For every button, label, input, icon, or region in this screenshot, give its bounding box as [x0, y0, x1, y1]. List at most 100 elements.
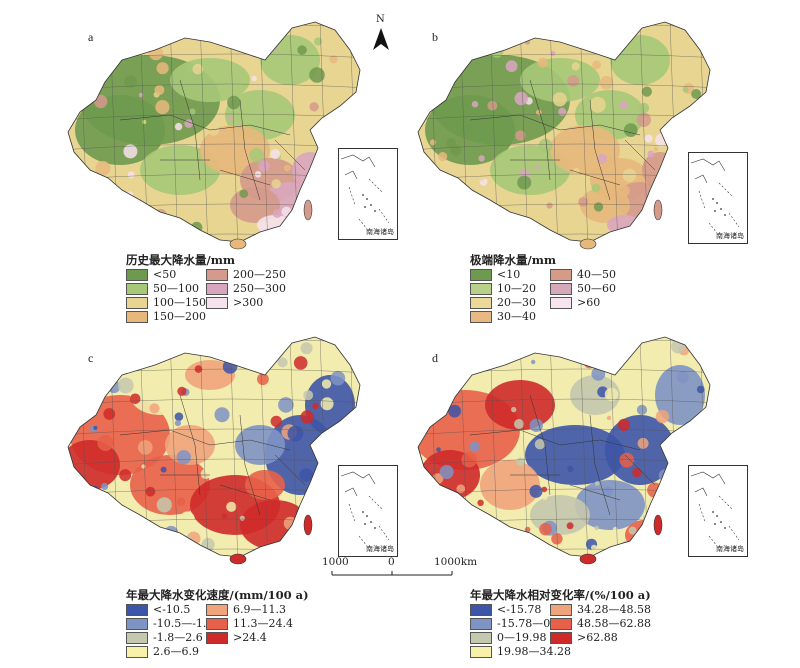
value-spot — [85, 49, 95, 59]
value-spot — [138, 440, 153, 455]
value-spot — [176, 497, 186, 507]
value-region — [235, 425, 285, 465]
inset-island — [720, 208, 722, 210]
legend-label: 0—19.98 — [497, 631, 547, 644]
value-spot — [311, 169, 316, 174]
value-spot — [447, 530, 462, 546]
value-spot — [439, 465, 454, 479]
value-spot — [591, 544, 597, 551]
value-spot — [154, 208, 167, 221]
map-panel-a: a — [60, 20, 400, 250]
value-spot — [123, 144, 138, 159]
value-region — [257, 215, 293, 235]
inset-coastline — [690, 471, 726, 497]
value-spot — [237, 355, 244, 362]
inset-island — [716, 202, 718, 204]
value-region — [292, 152, 328, 188]
legend-label: 2.6—6.9 — [153, 645, 199, 658]
value-spot — [566, 522, 574, 530]
legend-label: <-15.78 — [497, 603, 542, 616]
value-spot — [315, 157, 325, 167]
value-spot — [480, 346, 491, 357]
value-spot — [636, 112, 651, 128]
value-spot — [469, 441, 480, 452]
legend-label: 50—60 — [577, 282, 616, 295]
value-spot — [256, 548, 266, 557]
value-spot — [124, 75, 137, 89]
value-spot — [257, 373, 269, 386]
value-spot — [138, 353, 147, 361]
hainan-island — [229, 238, 247, 250]
legend-swatch — [126, 310, 148, 323]
value-spot — [448, 404, 461, 418]
value-spot — [586, 35, 602, 51]
value-spot — [303, 390, 314, 401]
value-spot — [474, 523, 479, 528]
value-spot — [516, 457, 525, 467]
value-spot — [353, 98, 359, 104]
value-spot — [546, 202, 553, 209]
value-spot — [231, 355, 239, 363]
value-spot — [300, 410, 314, 424]
value-spot — [277, 357, 288, 368]
value-spot — [97, 435, 114, 451]
inset-island — [724, 527, 726, 529]
legend-swatch — [206, 631, 228, 644]
value-spot — [127, 171, 135, 179]
value-spot — [164, 541, 174, 550]
value-spot — [473, 52, 479, 59]
value-spot — [515, 130, 526, 141]
inset-south-china-sea-b: 南海诸岛 — [688, 152, 748, 244]
value-spot — [251, 75, 257, 82]
taiwan-island — [653, 199, 663, 221]
legend-item: 20—30 — [470, 296, 536, 309]
legend-swatch — [206, 296, 228, 309]
inset-label-a: 南海诸岛 — [366, 228, 394, 236]
value-spot — [487, 100, 498, 111]
scale-bar: 1000 0 1000km — [322, 554, 477, 582]
value-spot — [212, 204, 223, 215]
value-spot — [594, 481, 600, 486]
legend-label: <10 — [497, 268, 521, 281]
value-region — [655, 365, 705, 425]
value-spot — [666, 168, 680, 182]
value-spot — [538, 138, 553, 153]
legend-swatch — [550, 617, 572, 630]
legend-label: -15.78—0 — [497, 617, 551, 630]
scale-label-right: 1000km — [434, 556, 478, 568]
value-spot — [593, 202, 604, 212]
legend-label: 250—300 — [233, 282, 286, 295]
value-spot — [450, 144, 462, 156]
value-spot — [567, 465, 574, 472]
value-spot — [681, 439, 692, 450]
value-spot — [514, 419, 524, 429]
value-spot — [95, 160, 111, 176]
value-spot — [309, 102, 319, 112]
legend-item: <10 — [470, 268, 520, 281]
value-spot — [653, 147, 659, 152]
value-spot — [214, 407, 230, 423]
inset-label-d: 南海诸岛 — [716, 545, 744, 553]
legend-item: 50—60 — [550, 282, 616, 295]
value-spot — [551, 533, 563, 545]
value-spot — [591, 183, 601, 193]
value-spot — [655, 409, 670, 424]
value-spot — [669, 454, 685, 469]
inset-boundary — [698, 182, 740, 234]
legend-swatch — [126, 282, 148, 295]
value-spot — [182, 30, 197, 45]
value-spot — [200, 468, 211, 479]
value-spot — [101, 482, 109, 491]
legend-swatch — [126, 631, 148, 644]
value-spot — [437, 223, 450, 235]
province-borders — [119, 79, 306, 201]
legend-label: -1.8—2.6 — [153, 631, 203, 644]
value-spot — [429, 139, 436, 146]
inset-island — [366, 198, 368, 200]
value-spot — [594, 525, 599, 531]
value-spot — [330, 370, 346, 386]
value-spot — [656, 101, 664, 109]
value-spot — [558, 107, 567, 116]
value-spot — [617, 418, 630, 431]
value-spot — [332, 130, 344, 142]
